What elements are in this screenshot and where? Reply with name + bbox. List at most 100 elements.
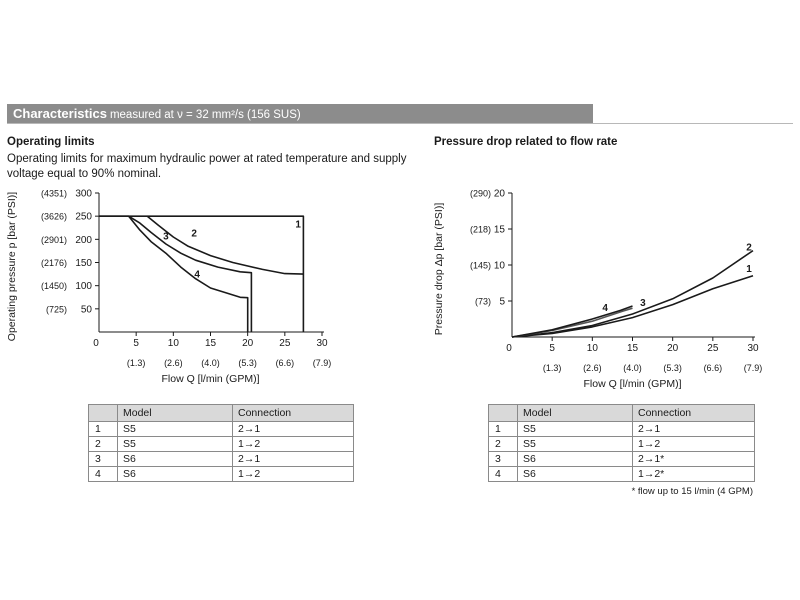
- y-tick-secondary-label: (725): [46, 304, 67, 314]
- characteristics-banner: [7, 104, 593, 123]
- table-row: 3 S6 2→1: [88, 451, 354, 467]
- table-header-row: Model Connection: [488, 404, 755, 422]
- x-tick-label: 25: [707, 343, 719, 354]
- series-label-1: 1: [746, 264, 752, 275]
- table-header-connection: Connection: [632, 404, 755, 422]
- origin-label: 0: [93, 338, 99, 349]
- table-cell: 4: [88, 466, 118, 482]
- table-cell: 2: [488, 436, 518, 452]
- x-tick-label: 25: [279, 338, 291, 349]
- x-tick-label: 15: [205, 338, 217, 349]
- x-tick-secondary-label: (6.6): [276, 358, 295, 368]
- y-tick-label: 300: [75, 189, 92, 200]
- x-axis-label: Flow Q [l/min (GPM)]: [161, 373, 259, 385]
- y-tick-label: 150: [75, 258, 92, 269]
- series-line-3: [99, 215, 253, 332]
- series-label-2: 2: [746, 243, 752, 254]
- y-tick-secondary-label: (2176): [41, 258, 67, 268]
- table-cell: 2→1*: [632, 451, 755, 467]
- banner-title: Characteristics measured at ν = 32 mm²/s …: [13, 104, 301, 125]
- table-cell: 2→1: [232, 451, 354, 467]
- series-line-1: [99, 215, 305, 332]
- table-header-connection: Connection: [232, 404, 354, 422]
- table-cell: S5: [117, 436, 233, 452]
- y-axis-label: Operating pressure p [bar (PSI)]: [6, 192, 18, 341]
- operating-limits-description: Operating limits for maximum hydraulic p…: [7, 153, 407, 180]
- series-label-2: 2: [191, 229, 197, 240]
- series-line-4: [511, 305, 633, 338]
- x-tick-label: 20: [667, 343, 679, 354]
- series-label-3: 3: [640, 298, 646, 309]
- x-tick-secondary-label: (4.0): [623, 363, 642, 373]
- y-tick-label: 50: [81, 304, 93, 315]
- x-tick-secondary-label: (7.9): [313, 358, 332, 368]
- table-row: 1 S5 2→1: [88, 421, 354, 437]
- banner-title-text: Characteristics: [13, 106, 107, 121]
- y-tick-secondary-label: (3626): [41, 212, 67, 222]
- y-tick-secondary-label: (73): [475, 297, 491, 307]
- x-tick-secondary-label: (2.6): [164, 358, 183, 368]
- table-cell: S6: [517, 451, 633, 467]
- x-tick-secondary-label: (2.6): [583, 363, 602, 373]
- y-tick-label: 200: [75, 235, 92, 246]
- series-label-4: 4: [602, 303, 608, 314]
- x-tick-label: 30: [747, 343, 759, 354]
- y-tick-secondary-label: (2901): [41, 235, 67, 245]
- table-cell: 3: [488, 451, 518, 467]
- y-tick-secondary-label: (4351): [41, 189, 67, 199]
- table-header-model: Model: [517, 404, 633, 422]
- table-footnote: * flow up to 15 l/min (4 GPM): [631, 486, 753, 497]
- table-row: 2 S5 1→2: [488, 436, 755, 452]
- y-tick-label: 15: [494, 225, 506, 236]
- table-cell: S6: [117, 451, 233, 467]
- x-tick-secondary-label: (1.3): [127, 358, 146, 368]
- table-cell: 1→2: [632, 436, 755, 452]
- table-cell: S6: [517, 466, 633, 482]
- y-tick-secondary-label: (1450): [41, 281, 67, 291]
- table-row: 4 S6 1→2*: [488, 466, 755, 482]
- series-line-2: [146, 215, 304, 275]
- table-row: 1 S5 2→1: [488, 421, 755, 437]
- x-tick-secondary-label: (6.6): [704, 363, 723, 373]
- y-tick-label: 5: [499, 297, 505, 308]
- x-tick-secondary-label: (1.3): [543, 363, 562, 373]
- banner-divider: [7, 123, 793, 124]
- table-cell: S5: [117, 421, 233, 437]
- table-cell: 2→1: [232, 421, 354, 437]
- table-cell: S6: [117, 466, 233, 482]
- table-cell: 2: [88, 436, 118, 452]
- table-cell: 2→1: [632, 421, 755, 437]
- table-row: 3 S6 2→1*: [488, 451, 755, 467]
- y-tick-secondary-label: (290): [470, 189, 491, 199]
- pressure-drop-title: Pressure drop related to flow rate: [434, 136, 618, 148]
- table-cell: 4: [488, 466, 518, 482]
- x-tick-secondary-label: (5.3): [663, 363, 682, 373]
- x-tick-secondary-label: (4.0): [201, 358, 220, 368]
- table-cell: 1→2: [232, 436, 354, 452]
- table-cell: 1→2: [232, 466, 354, 482]
- x-tick-label: 10: [168, 338, 180, 349]
- banner-subtitle: measured at ν = 32 mm²/s (156 SUS): [109, 109, 301, 121]
- table-cell: S5: [517, 436, 633, 452]
- x-tick-label: 10: [587, 343, 599, 354]
- x-tick-secondary-label: (5.3): [238, 358, 257, 368]
- series-line-4: [128, 215, 249, 332]
- table-cell: 1: [88, 421, 118, 437]
- table-cell: S5: [517, 421, 633, 437]
- y-axis-label: Pressure drop Δp [bar (PSI)]: [433, 203, 445, 336]
- y-tick-label: 100: [75, 281, 92, 292]
- y-tick-secondary-label: (145): [470, 261, 491, 271]
- x-tick-secondary-label: (7.9): [744, 363, 763, 373]
- y-tick-label: 250: [75, 212, 92, 223]
- right-model-table: Model Connection 1 S5 2→1 2 S5 1→2 3 S6 2→1* 4…: [488, 404, 755, 482]
- y-tick-secondary-label: (218): [470, 225, 491, 235]
- operating-limits-title: Operating limits: [7, 136, 95, 148]
- table-cell: 3: [88, 451, 118, 467]
- x-tick-label: 5: [549, 343, 555, 354]
- table-cell: 1→2*: [632, 466, 755, 482]
- x-tick-label: 15: [627, 343, 639, 354]
- series-label-3: 3: [163, 231, 169, 242]
